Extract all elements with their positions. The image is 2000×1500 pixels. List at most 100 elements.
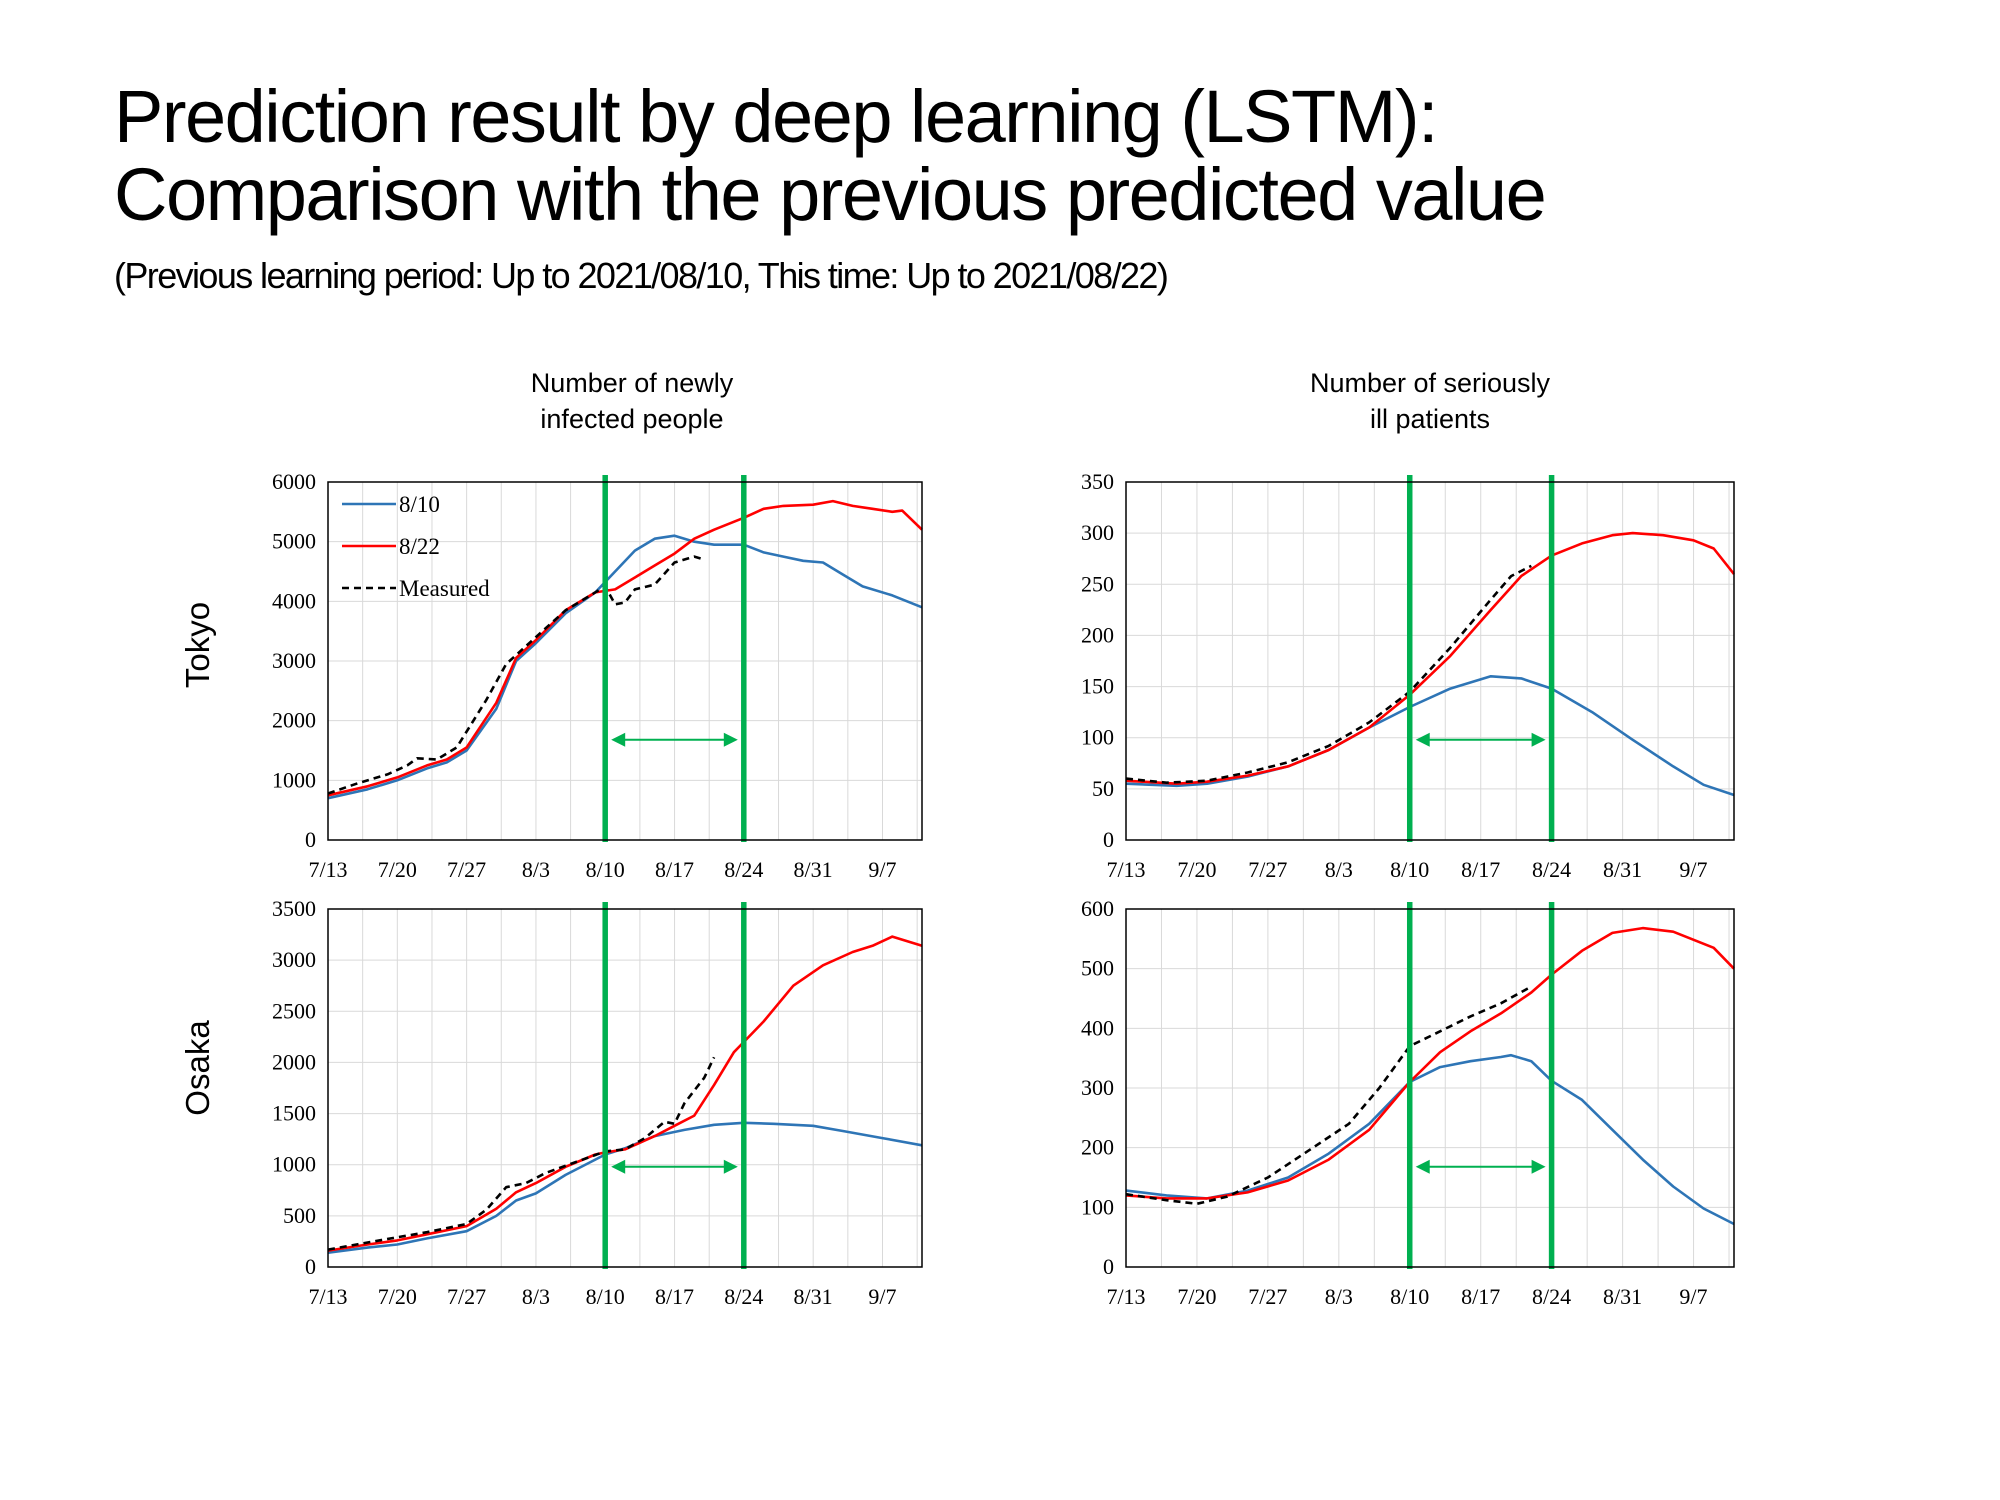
series-line-s810 bbox=[327, 534, 923, 800]
chart-tokyo-serious: 0 50 100 150 200 250 300 350 7/13 7/20 7/27 8/3 8/10… bbox=[1081, 469, 1736, 882]
x-tick-label: 7/27 bbox=[1248, 1284, 1287, 1309]
x-tick-label: 8/24 bbox=[724, 1284, 763, 1309]
y-tick-label: 300 bbox=[1081, 520, 1114, 545]
arrow-head-right bbox=[1531, 732, 1546, 747]
y-tick-label: 3000 bbox=[272, 947, 316, 972]
arrow-head-left bbox=[1415, 732, 1430, 747]
x-tick-label: 8/10 bbox=[586, 857, 625, 882]
x-tick-label: 8/10 bbox=[1390, 857, 1429, 882]
arrow-head-left bbox=[1415, 1159, 1430, 1174]
chart-osaka-serious: 0 100 200 300 400 500 600 7/13 7/20 7/27 8/3 8/10 8/… bbox=[1081, 896, 1735, 1309]
y-tick-label: 50 bbox=[1092, 776, 1114, 801]
y-tick-label: 150 bbox=[1081, 674, 1114, 699]
arrow-head-right bbox=[723, 732, 738, 747]
y-tick-label: 4000 bbox=[272, 588, 316, 613]
y-tick-label: 500 bbox=[283, 1203, 316, 1228]
x-tick-label: 8/17 bbox=[655, 857, 694, 882]
x-tick-label: 7/20 bbox=[1177, 857, 1216, 882]
x-tick-label: 8/3 bbox=[522, 1284, 550, 1309]
x-tick-label: 8/3 bbox=[522, 857, 550, 882]
y-tick-label: 500 bbox=[1081, 956, 1114, 981]
y-tick-label: 3500 bbox=[272, 896, 316, 921]
y-tick-label: 3000 bbox=[272, 648, 316, 673]
x-tick-label: 9/7 bbox=[1679, 1284, 1707, 1309]
chart-osaka-infected: 0 500 1000 1500 2000 2500 3000 3500 7/13 7/20 7/27… bbox=[272, 896, 923, 1309]
x-tick-label: 7/20 bbox=[378, 1284, 417, 1309]
x-tick-label: 9/7 bbox=[868, 1284, 896, 1309]
x-tick-label: 7/13 bbox=[1106, 1284, 1145, 1309]
y-tick-label: 6000 bbox=[272, 469, 316, 494]
y-tick-label: 1000 bbox=[272, 1152, 316, 1177]
y-tick-label: 100 bbox=[1081, 1194, 1114, 1219]
y-tick-label: 0 bbox=[305, 1254, 316, 1279]
x-tick-label: 7/13 bbox=[308, 857, 347, 882]
series-line-s822 bbox=[1125, 926, 1735, 1200]
column-header-infected: Number of newly infected people bbox=[382, 365, 882, 437]
chart-tokyo-infected: 0 1000 2000 3000 4000 5000 6000 7/13 7/20 7/27 8/3… bbox=[272, 469, 923, 882]
page-subtitle: (Previous learning period: Up to 2021/08… bbox=[114, 255, 1169, 296]
column-header-serious-line2: ill patients bbox=[1369, 404, 1491, 434]
y-tick-label: 2500 bbox=[272, 998, 316, 1023]
x-tick-label: 7/20 bbox=[378, 857, 417, 882]
x-tick-label: 7/13 bbox=[308, 1284, 347, 1309]
y-tick-label: 0 bbox=[1103, 1254, 1114, 1279]
legend-label-s810: 8/10 bbox=[399, 492, 440, 517]
x-tick-label: 8/3 bbox=[1325, 1284, 1353, 1309]
x-tick-label: 7/27 bbox=[447, 1284, 486, 1309]
x-tick-label: 8/31 bbox=[1603, 857, 1642, 882]
column-header-serious-line1: Number of seriously bbox=[1309, 368, 1551, 398]
series-line-s810 bbox=[1125, 675, 1735, 797]
y-tick-label: 100 bbox=[1081, 725, 1114, 750]
column-header-infected-line1: Number of newly bbox=[530, 368, 734, 398]
x-tick-label: 9/7 bbox=[1679, 857, 1707, 882]
column-header-serious: Number of seriously ill patients bbox=[1180, 365, 1680, 437]
x-tick-label: 8/17 bbox=[1461, 857, 1500, 882]
x-tick-label: 8/31 bbox=[1603, 1284, 1642, 1309]
page-title: Prediction result by deep learning (LSTM… bbox=[114, 75, 1547, 236]
x-tick-label: 7/13 bbox=[1106, 857, 1145, 882]
arrow-head-left bbox=[611, 1159, 626, 1174]
y-tick-label: 2000 bbox=[272, 708, 316, 733]
x-tick-label: 8/10 bbox=[1390, 1284, 1429, 1309]
x-tick-label: 7/20 bbox=[1177, 1284, 1216, 1309]
x-tick-label: 8/10 bbox=[586, 1284, 625, 1309]
column-header-infected-line2: infected people bbox=[540, 404, 724, 434]
legend-label-measured: Measured bbox=[399, 576, 490, 601]
legend-label-s822: 8/22 bbox=[399, 534, 440, 559]
y-tick-label: 200 bbox=[1081, 622, 1114, 647]
y-tick-label: 600 bbox=[1081, 896, 1114, 921]
x-tick-label: 8/31 bbox=[794, 1284, 833, 1309]
x-tick-label: 7/27 bbox=[1248, 857, 1287, 882]
y-tick-label: 0 bbox=[305, 827, 316, 852]
series-line-s822 bbox=[1125, 531, 1736, 785]
series-line-s822 bbox=[327, 499, 923, 797]
series-line-measured bbox=[1125, 985, 1532, 1206]
x-tick-label: 8/24 bbox=[724, 857, 763, 882]
y-tick-label: 400 bbox=[1081, 1015, 1114, 1040]
y-tick-label: 2000 bbox=[272, 1049, 316, 1074]
x-tick-label: 9/7 bbox=[868, 857, 896, 882]
y-tick-label: 1000 bbox=[272, 767, 316, 792]
x-tick-label: 8/17 bbox=[1461, 1284, 1500, 1309]
arrow-head-right bbox=[723, 1159, 738, 1174]
x-tick-label: 8/24 bbox=[1532, 1284, 1571, 1309]
series-line-s822 bbox=[327, 935, 923, 1252]
y-tick-label: 1500 bbox=[272, 1101, 316, 1126]
plot-border bbox=[327, 908, 923, 1268]
x-tick-label: 7/27 bbox=[447, 857, 486, 882]
title-line-2: Comparison with the previous predicted v… bbox=[114, 153, 1547, 236]
y-tick-label: 0 bbox=[1103, 827, 1114, 852]
legend: 8/10 8/22 Measured bbox=[342, 492, 490, 601]
title-line-1: Prediction result by deep learning (LSTM… bbox=[114, 75, 1439, 158]
series-line-measured bbox=[327, 1056, 716, 1251]
x-tick-label: 8/3 bbox=[1325, 857, 1353, 882]
y-tick-label: 5000 bbox=[272, 529, 316, 554]
plot-border bbox=[1125, 481, 1735, 841]
x-tick-label: 8/31 bbox=[794, 857, 833, 882]
y-tick-label: 250 bbox=[1081, 571, 1114, 596]
y-tick-label: 300 bbox=[1081, 1075, 1114, 1100]
series-line-s810 bbox=[1125, 1053, 1735, 1226]
series-line-measured bbox=[327, 555, 705, 795]
y-tick-label: 200 bbox=[1081, 1135, 1114, 1160]
